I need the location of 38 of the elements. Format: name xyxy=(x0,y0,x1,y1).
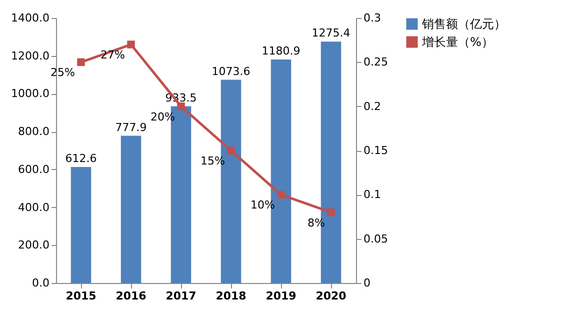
y2-tick-label: 0.15 xyxy=(364,144,388,157)
y-tick-label: 1200.0 xyxy=(11,49,50,62)
y2-tick-label: 0.1 xyxy=(364,188,381,202)
point xyxy=(227,146,235,154)
data-label: 1275.4 xyxy=(312,26,350,40)
x-tick-label: 2018 xyxy=(216,290,246,302)
y-tick-label: 1400.0 xyxy=(11,12,50,24)
data-label: 1180.9 xyxy=(262,44,300,58)
y2-tick-label: 0.2 xyxy=(364,100,381,113)
y-tick-label: 400.0 xyxy=(18,200,50,214)
legend-label: 销售额（亿元） xyxy=(421,17,506,31)
y-tick-label: 600.0 xyxy=(18,162,50,176)
data-label: 1073.6 xyxy=(212,64,250,78)
y-tick-label: 1000.0 xyxy=(11,87,50,100)
point xyxy=(327,208,335,216)
point xyxy=(177,102,185,110)
point xyxy=(77,58,85,66)
data-label: 777.9 xyxy=(115,120,147,134)
x-tick-label: 2017 xyxy=(166,290,196,302)
x-tick-label: 2020 xyxy=(316,290,347,302)
point xyxy=(277,190,285,199)
x-tick-label: 2015 xyxy=(66,290,96,302)
data-label: 25% xyxy=(50,66,75,80)
bar xyxy=(120,136,142,283)
bar xyxy=(70,167,92,283)
x-tick-label: 2016 xyxy=(116,290,147,302)
y-tick-label: 800.0 xyxy=(18,125,50,138)
data-label: 612.6 xyxy=(65,152,97,166)
y-tick-label: 200.0 xyxy=(18,238,50,252)
y2-tick-label: 0.3 xyxy=(364,12,381,24)
legend-label: 增长量（%） xyxy=(421,35,494,49)
y-tick-label: 0.0 xyxy=(32,276,50,290)
x-tick-label: 2019 xyxy=(266,290,296,302)
y2-tick-label: 0 xyxy=(364,276,370,290)
data-label: 27% xyxy=(100,48,125,62)
y2-tick-label: 0.05 xyxy=(364,232,388,246)
y2-tick-label: 0.25 xyxy=(364,56,388,69)
point xyxy=(127,40,135,48)
